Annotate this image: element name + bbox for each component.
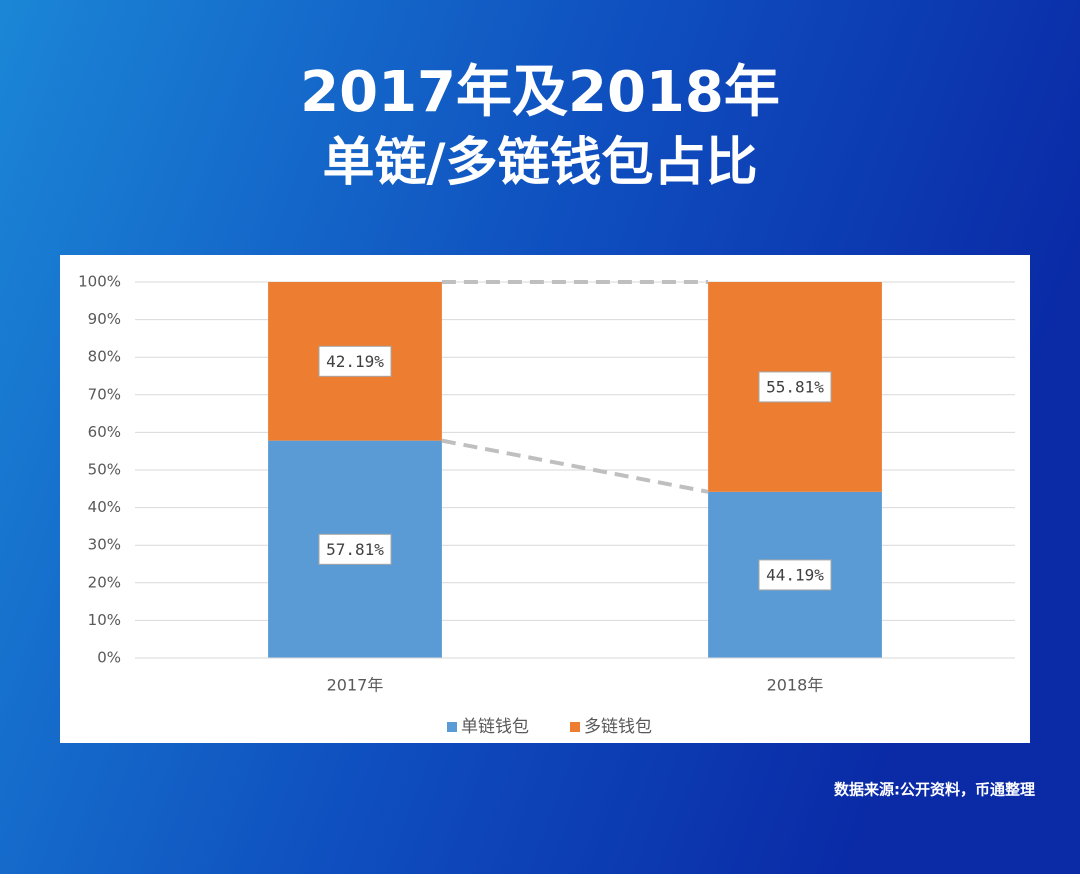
x-tick-label: 2018年 [767, 676, 824, 695]
value-label-box [758, 559, 832, 591]
y-tick-label: 50% [88, 461, 121, 479]
y-tick-label: 100% [78, 273, 121, 291]
y-tick-label: 60% [88, 423, 121, 441]
y-tick-label: 20% [88, 573, 121, 591]
chart-title: 2017年及2018年 [300, 60, 780, 125]
source-note: 数据来源:公开资料，币通整理 [834, 781, 1035, 799]
value-label-box [318, 533, 392, 565]
chart-panel [60, 255, 1030, 743]
series-connector [441, 438, 709, 494]
value-label: 55.81% [766, 377, 824, 396]
y-tick-label: 10% [88, 611, 121, 629]
y-tick-label: 40% [88, 498, 121, 516]
value-label: 42.19% [326, 352, 384, 371]
chart-subtitle: 单链/多链钱包占比 [323, 133, 758, 193]
legend-label: 多链钱包 [584, 717, 652, 737]
y-tick-label: 70% [88, 385, 121, 403]
legend-swatch [447, 722, 457, 732]
legend-label: 单链钱包 [461, 717, 529, 737]
y-tick-label: 0% [97, 649, 121, 667]
x-tick-label: 2017年 [327, 676, 384, 695]
legend-swatch [570, 722, 580, 732]
y-tick-label: 90% [88, 310, 121, 328]
y-tick-label: 80% [88, 348, 121, 366]
y-tick-label: 30% [88, 536, 121, 554]
value-label-box [318, 345, 392, 377]
value-label-box [758, 371, 832, 403]
value-label: 44.19% [766, 565, 824, 584]
value-label: 57.81% [326, 540, 384, 559]
